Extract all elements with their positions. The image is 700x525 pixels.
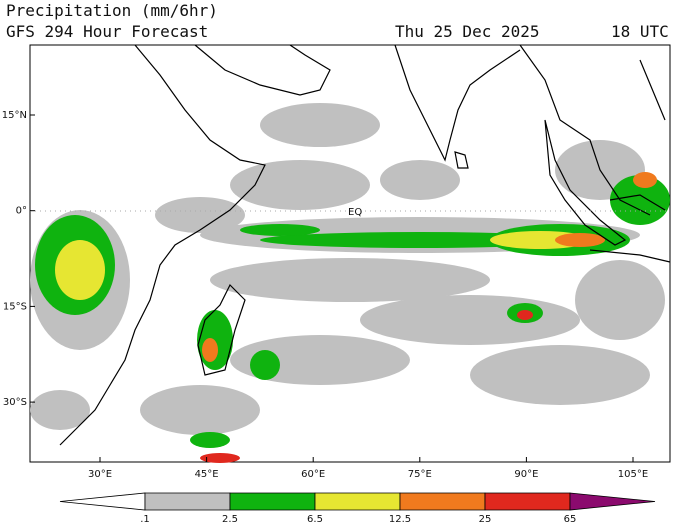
colorbar-label: 12.5 xyxy=(389,514,411,525)
lat-label: 15°S xyxy=(3,301,27,312)
colorbar-label: .1 xyxy=(140,514,150,525)
lat-label: 15°N xyxy=(2,110,27,121)
colorbar-segment xyxy=(484,492,571,511)
colorbar-label: 65 xyxy=(564,514,577,525)
colorbar-segment xyxy=(399,492,486,511)
colorbar-segment xyxy=(229,492,316,511)
colorbar-segment xyxy=(314,492,401,511)
date: Thu 25 Dec 2025 xyxy=(395,22,540,41)
lat-label: 30°S xyxy=(3,397,27,408)
lon-label: 105°E xyxy=(618,469,648,480)
title: Precipitation (mm/6hr) xyxy=(6,1,218,20)
rain-moderate xyxy=(35,172,670,463)
colorbar-segment xyxy=(59,492,146,511)
subtitle: GFS 294 Hour Forecast xyxy=(6,22,208,41)
colorbar-segment xyxy=(569,492,656,511)
colorbar-label: 25 xyxy=(479,514,492,525)
colorbar-label: 6.5 xyxy=(307,514,323,525)
lon-label: 60°E xyxy=(301,469,325,480)
lat-label: 0° xyxy=(16,206,27,217)
colorbar-label: 2.5 xyxy=(222,514,238,525)
lon-label: 45°E xyxy=(195,469,219,480)
lon-label: 30°E xyxy=(88,469,112,480)
coastlines xyxy=(59,44,671,446)
lon-label: 75°E xyxy=(408,469,432,480)
equator-label: EQ xyxy=(348,207,362,218)
colorbar-segment xyxy=(144,492,231,511)
lon-label: 90°E xyxy=(514,469,538,480)
map: EQ xyxy=(29,44,671,463)
time: 18 UTC xyxy=(611,22,669,41)
